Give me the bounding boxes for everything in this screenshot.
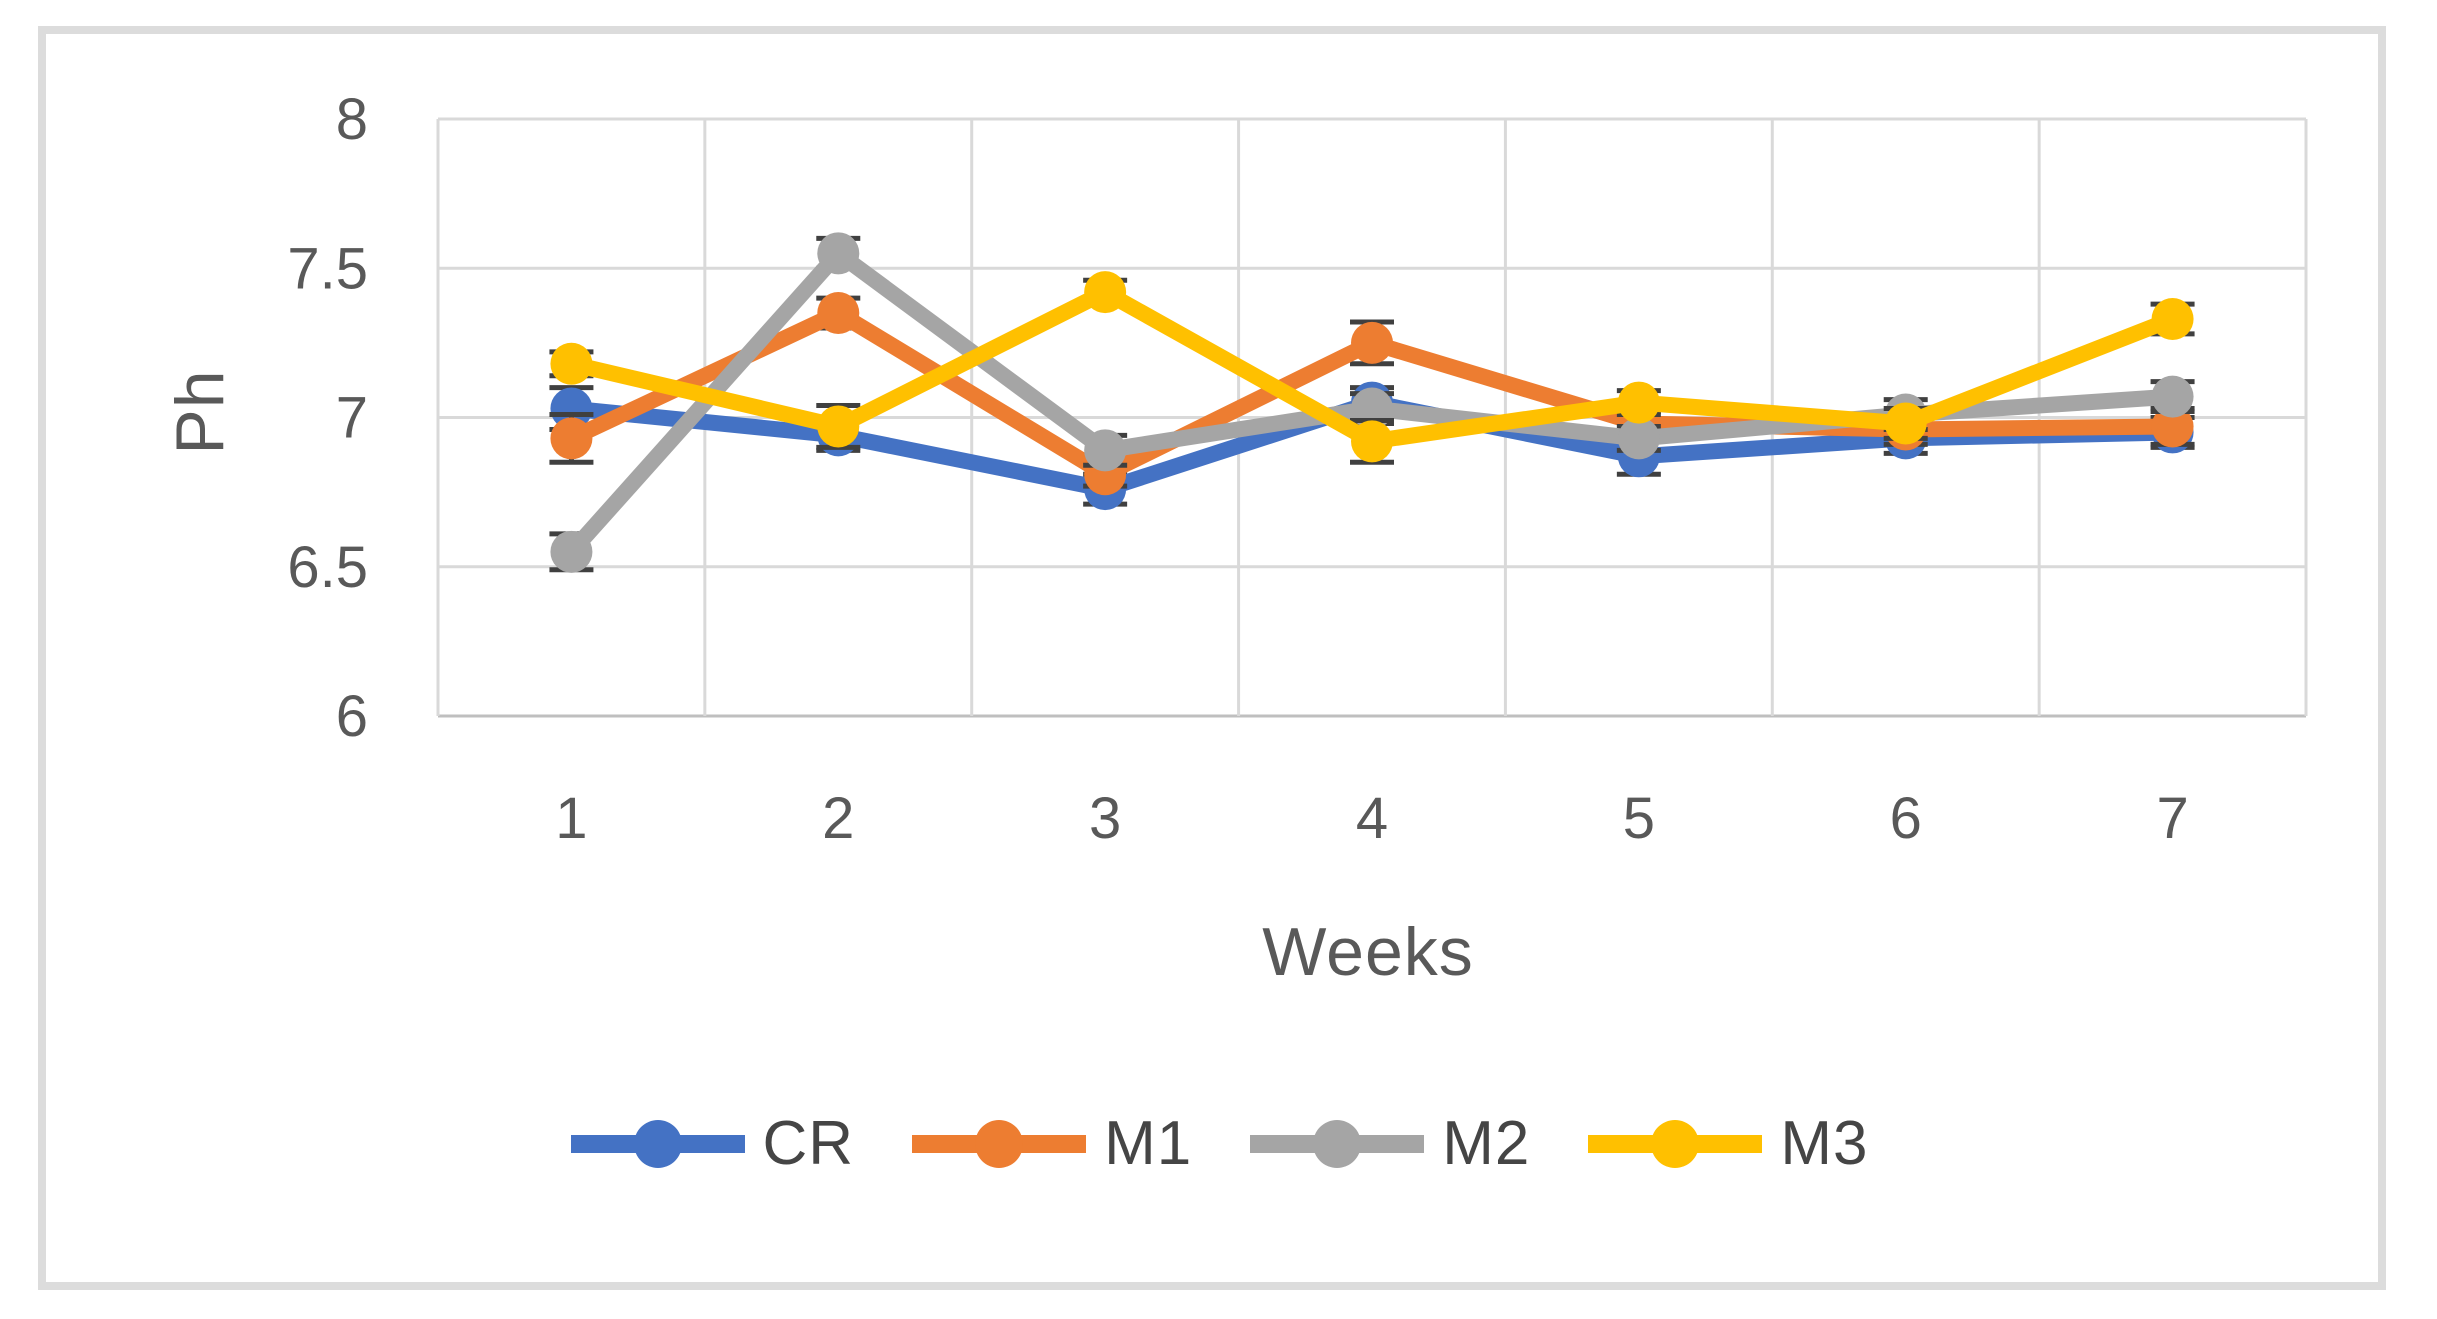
series-marker-M2 [550,530,593,573]
x-tick-label: 5 [1623,786,1655,851]
x-tick-label: 2 [822,786,854,851]
y-axis-title: Ph [162,369,238,455]
series-marker-M2 [2151,375,2194,418]
series-marker-M3 [1084,271,1127,314]
series-marker-M1 [550,417,593,460]
legend-label-CR: CR [762,1109,855,1178]
x-tick-label: 6 [1890,786,1922,851]
legend-label-M3: M3 [1780,1109,1869,1178]
legend: CR M1 M2 M3 [0,1108,2437,1179]
series-marker-M3 [817,405,860,448]
y-tick-label: 8 [336,87,368,152]
legend-marker-icon [1250,1119,1425,1168]
chart-border-frame [38,26,2386,1290]
series-marker-M3 [1351,420,1393,463]
legend-label-M2: M2 [1442,1109,1531,1178]
x-tick-label: 1 [555,786,587,851]
series-marker-M2 [817,232,860,275]
legend-item-M1: M1 [910,1108,1192,1179]
y-tick-label: 6.5 [287,535,368,600]
legend-item-CR: CR [569,1108,855,1179]
series-marker-M2 [1084,429,1127,472]
series-marker-M3 [550,342,593,385]
x-tick-label: 4 [1356,786,1388,851]
y-tick-label: 7.5 [287,236,368,301]
series-marker-CR [550,387,593,430]
legend-label-M1: M1 [1104,1109,1193,1178]
legend-marker-icon [912,1119,1087,1168]
x-tick-label: 3 [1089,786,1121,851]
legend-item-M3: M3 [1586,1108,1868,1179]
y-tick-label: 6 [336,684,368,749]
series-marker-M1 [2151,405,2194,448]
legend-item-M2: M2 [1248,1108,1530,1179]
series-marker-M1 [1351,321,1393,364]
series-marker-M2 [1617,417,1660,460]
series-marker-M1 [817,292,860,335]
y-tick-label: 7 [336,386,368,451]
x-tick-label: 7 [2156,786,2188,851]
legend-marker-icon [570,1119,745,1168]
series-marker-M3 [1884,402,1927,445]
x-axis-title: Weeks [1262,914,1474,990]
series-marker-M3 [1617,381,1660,424]
series-marker-M3 [2151,297,2194,340]
legend-marker-icon [1588,1119,1763,1168]
